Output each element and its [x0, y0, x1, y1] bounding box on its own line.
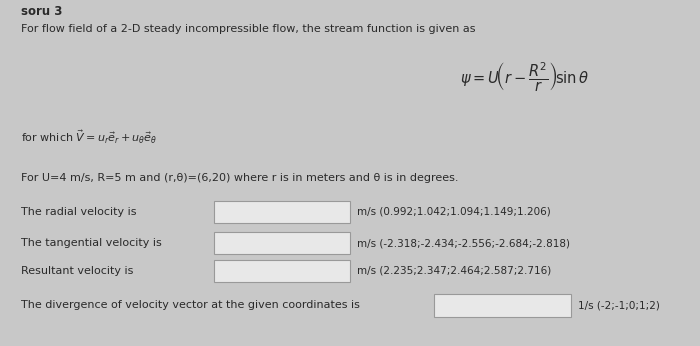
Text: m/s (0.992;1.042;1.094;1.149;1.206): m/s (0.992;1.042;1.094;1.149;1.206) — [357, 207, 551, 217]
Text: m/s (-2.318;-2.434;-2.556;-2.684;-2.818): m/s (-2.318;-2.434;-2.556;-2.684;-2.818) — [357, 238, 570, 248]
FancyBboxPatch shape — [214, 260, 350, 282]
Text: 1/s (-2;-1;0;1;2): 1/s (-2;-1;0;1;2) — [578, 300, 659, 310]
Text: soru 3: soru 3 — [21, 5, 62, 18]
FancyBboxPatch shape — [214, 201, 350, 223]
Text: The divergence of velocity vector at the given coordinates is: The divergence of velocity vector at the… — [21, 300, 360, 310]
Text: Resultant velocity is: Resultant velocity is — [21, 266, 134, 276]
Text: $\psi = U\!\left(r - \dfrac{R^2}{r}\right)\!\sin\theta$: $\psi = U\!\left(r - \dfrac{R^2}{r}\righ… — [461, 61, 589, 94]
Text: for which $\vec{V} = u_r\vec{e}_r + u_\theta\vec{e}_\theta$: for which $\vec{V} = u_r\vec{e}_r + u_\t… — [21, 128, 158, 146]
Text: m/s (2.235;2.347;2.464;2.587;2.716): m/s (2.235;2.347;2.464;2.587;2.716) — [357, 266, 552, 276]
FancyBboxPatch shape — [214, 232, 350, 254]
Text: The tangential velocity is: The tangential velocity is — [21, 238, 162, 248]
Text: The radial velocity is: The radial velocity is — [21, 207, 136, 217]
Text: For flow field of a 2-D steady incompressible flow, the stream function is given: For flow field of a 2-D steady incompres… — [21, 24, 475, 34]
Text: For U=4 m/s, R=5 m and (r,θ)=(6,20) where r is in meters and θ is in degrees.: For U=4 m/s, R=5 m and (r,θ)=(6,20) wher… — [21, 173, 458, 183]
FancyBboxPatch shape — [434, 294, 570, 317]
